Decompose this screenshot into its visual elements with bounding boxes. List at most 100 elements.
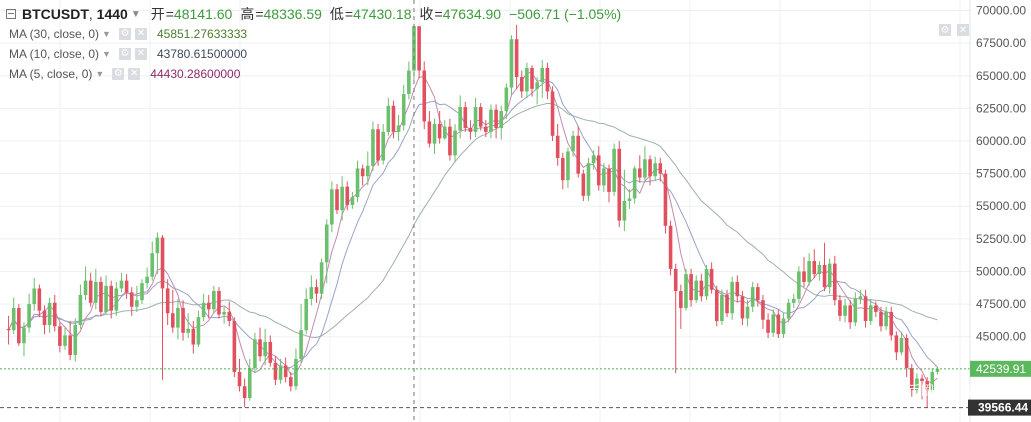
candle-body: [797, 271, 801, 299]
candle-body: [391, 105, 396, 132]
collapse-icon[interactable]: [6, 9, 16, 19]
candle: [581, 169, 586, 202]
candle-body: [289, 377, 293, 387]
candle: [909, 364, 914, 397]
candle: [422, 61, 427, 130]
candle: [935, 366, 940, 375]
candle: [879, 306, 883, 332]
candle-body: [463, 107, 468, 128]
candle-body: [740, 296, 745, 319]
chevron-down-icon[interactable]: ▼: [130, 8, 141, 20]
chart-overlays: [0, 0, 970, 422]
ma-30-legend[interactable]: MA (30, close, 0) ▼ ⚙ ✕ 45851.27633333: [9, 26, 247, 42]
candle-body: [319, 262, 324, 294]
settings-icon[interactable]: ⚙: [112, 68, 125, 80]
chevron-down-icon[interactable]: ▼: [95, 69, 105, 79]
close-icon[interactable]: ✕: [134, 28, 147, 40]
interval-label[interactable]: 1440: [96, 6, 128, 22]
candle: [73, 318, 78, 362]
candle: [884, 306, 888, 331]
candle-body: [386, 105, 391, 132]
candle-body: [915, 378, 919, 391]
candle-body: [925, 381, 929, 391]
ma-10-label[interactable]: MA (10, close, 0): [9, 47, 100, 61]
price-axis[interactable]: 45000.00 47500.00 50000.00 52500.00 55000.00…: [968, 0, 1031, 422]
candle-body: [170, 313, 175, 328]
settings-icon[interactable]: ⚙: [118, 28, 131, 40]
close-icon[interactable]: ✕: [134, 48, 147, 60]
candle: [273, 356, 278, 385]
candle: [186, 313, 190, 339]
symbol-name[interactable]: BTCUSDT: [22, 6, 89, 22]
candle: [494, 104, 498, 139]
candle: [725, 289, 729, 318]
candle: [894, 331, 899, 361]
candle-body: [566, 151, 570, 181]
candle: [289, 371, 293, 392]
candle-body: [602, 168, 606, 186]
candle-body: [129, 292, 134, 307]
candle: [545, 62, 550, 100]
candle: [561, 152, 565, 190]
candle: [519, 70, 524, 98]
candle-body: [160, 237, 165, 289]
candle-body: [407, 70, 411, 95]
settings-icon[interactable]: ⚙: [939, 24, 951, 36]
candle: [807, 253, 811, 286]
candle: [756, 283, 760, 307]
candle: [258, 327, 262, 362]
low-label: 低: [329, 6, 344, 22]
candle-body: [253, 339, 257, 369]
candle-body: [499, 110, 504, 128]
candle: [99, 276, 103, 316]
candle: [371, 121, 375, 172]
candle: [930, 368, 935, 393]
candle-body: [766, 319, 770, 333]
candle: [17, 304, 21, 346]
candle: [324, 219, 329, 284]
candle-body: [612, 148, 616, 192]
candle: [776, 309, 781, 339]
candle: [191, 321, 196, 354]
settings-icon[interactable]: ⚙: [118, 48, 131, 60]
candle-body: [653, 163, 657, 177]
candle-body: [771, 314, 776, 333]
candle-body: [52, 302, 57, 327]
candle: [673, 263, 678, 374]
chevron-down-icon[interactable]: ▼: [102, 49, 111, 59]
candle-body: [186, 328, 190, 333]
candle: [653, 156, 657, 181]
ma-10-legend[interactable]: MA (10, close, 0) ▼ ⚙ ✕ 43780.61500000: [9, 46, 247, 62]
candle-body: [299, 330, 303, 359]
candle-body: [530, 67, 534, 89]
candle-body: [453, 130, 457, 156]
candle: [525, 62, 529, 98]
candle: [242, 378, 247, 408]
candle-body: [22, 327, 26, 344]
ma-5-label[interactable]: MA (5, close, 0): [9, 67, 93, 81]
close-icon[interactable]: ✕: [128, 68, 141, 80]
ma-30-label[interactable]: MA (30, close, 0): [9, 27, 100, 41]
ma-10-line: [8, 79, 938, 368]
candle-body: [756, 287, 760, 301]
candle-body: [745, 306, 750, 319]
candle-body: [165, 288, 170, 314]
low-value: 47430.18: [353, 6, 412, 22]
candle-body: [232, 321, 237, 372]
candle-body: [699, 280, 704, 297]
candle: [283, 357, 288, 383]
candle-body: [627, 198, 632, 202]
candle-body: [88, 280, 93, 303]
candle: [227, 301, 232, 327]
candle: [114, 281, 119, 316]
ma-5-legend[interactable]: MA (5, close, 0) ▼ ⚙ ✕ 44430.28600000: [9, 66, 240, 82]
close-icon[interactable]: ✕: [957, 24, 969, 36]
candle: [504, 83, 509, 119]
candle-body: [11, 308, 16, 331]
candle: [740, 291, 745, 325]
candle: [684, 268, 688, 311]
candle: [345, 181, 350, 211]
chevron-down-icon[interactable]: ▼: [102, 29, 111, 39]
candle: [576, 126, 580, 178]
